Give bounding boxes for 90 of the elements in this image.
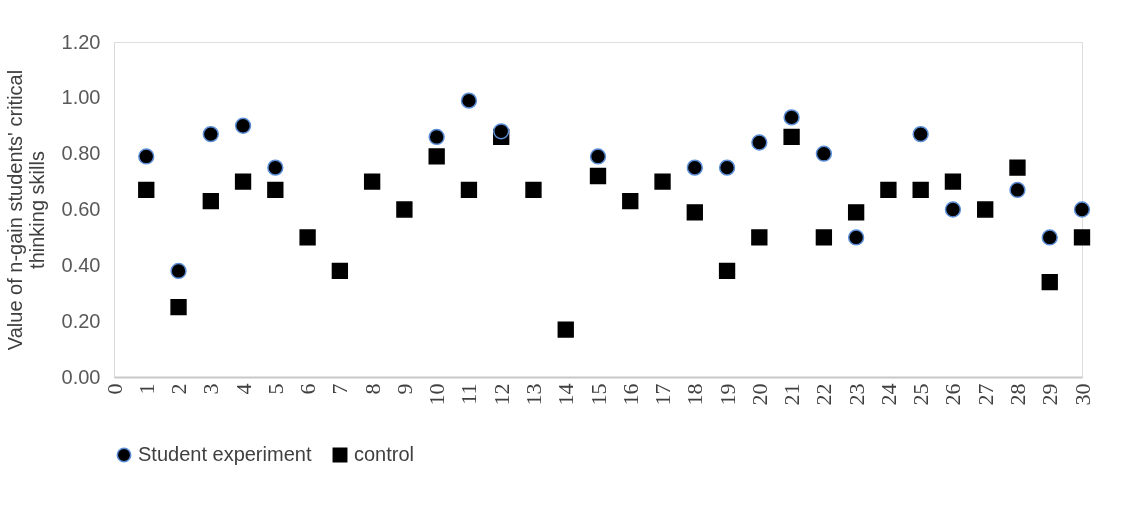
y-tick-label: 0.40 bbox=[61, 253, 101, 276]
point bbox=[428, 148, 445, 165]
point bbox=[460, 181, 478, 199]
point bbox=[686, 159, 703, 176]
x-tick-label: 7 bbox=[327, 383, 353, 395]
point bbox=[654, 173, 671, 190]
x-tick-label: 29 bbox=[1037, 383, 1063, 406]
y-tick-label: 0.20 bbox=[61, 309, 101, 332]
point bbox=[138, 181, 155, 199]
point bbox=[589, 148, 607, 165]
x-tick-label: 3 bbox=[198, 383, 224, 395]
point bbox=[202, 192, 219, 210]
point bbox=[783, 128, 800, 146]
point bbox=[686, 204, 703, 221]
point bbox=[589, 167, 607, 185]
x-tick-label: 18 bbox=[682, 383, 708, 406]
x-tick-label: 13 bbox=[520, 383, 546, 406]
point bbox=[751, 134, 768, 151]
x-tick-label: 10 bbox=[424, 383, 450, 406]
x-tick-label: 19 bbox=[714, 383, 740, 406]
point bbox=[299, 229, 316, 246]
y-tick-label: 1.20 bbox=[61, 30, 101, 53]
point bbox=[815, 229, 833, 246]
y-tick-label: 0.60 bbox=[61, 198, 101, 220]
point bbox=[1073, 229, 1091, 246]
point bbox=[202, 125, 219, 143]
point bbox=[331, 262, 349, 280]
point bbox=[525, 181, 542, 199]
point bbox=[622, 192, 639, 210]
y-tick-label: 0.00 bbox=[61, 365, 101, 388]
point bbox=[493, 123, 510, 140]
x-tick-label: 28 bbox=[1004, 383, 1030, 406]
x-tick-label: 4 bbox=[230, 383, 256, 395]
x-tick-label: 15 bbox=[585, 383, 611, 406]
point bbox=[944, 173, 962, 190]
point bbox=[267, 181, 284, 199]
point bbox=[363, 173, 381, 190]
point bbox=[783, 109, 800, 126]
x-tick-label: 16 bbox=[617, 383, 643, 406]
x-tick-label: 1 bbox=[133, 383, 159, 395]
point bbox=[170, 299, 187, 316]
x-tick-label: 0 bbox=[101, 383, 127, 395]
x-tick-label: 25 bbox=[908, 383, 934, 406]
point bbox=[170, 262, 187, 280]
point bbox=[460, 92, 478, 109]
point bbox=[912, 181, 929, 199]
x-tick-label: 22 bbox=[811, 383, 837, 406]
y-tick-label: 1.00 bbox=[61, 86, 101, 109]
x-tick-label: 24 bbox=[875, 383, 901, 406]
point bbox=[234, 173, 252, 190]
x-tick-label: 11 bbox=[456, 383, 482, 405]
point bbox=[751, 229, 768, 246]
point bbox=[1041, 273, 1058, 291]
point bbox=[977, 201, 994, 218]
point bbox=[557, 321, 574, 338]
point bbox=[267, 159, 284, 176]
x-tick-label: 2 bbox=[166, 383, 192, 395]
point bbox=[880, 181, 897, 199]
y-tick-label: 0.80 bbox=[61, 142, 101, 165]
x-tick-label: 20 bbox=[746, 383, 772, 406]
point bbox=[847, 204, 865, 221]
point bbox=[912, 125, 929, 143]
legend-label: control bbox=[354, 443, 415, 465]
point bbox=[718, 262, 736, 280]
point bbox=[847, 229, 865, 246]
point bbox=[815, 145, 833, 162]
point bbox=[1041, 229, 1058, 246]
x-tick-label: 26 bbox=[940, 383, 966, 406]
x-tick-label: 14 bbox=[553, 383, 579, 406]
point bbox=[396, 201, 413, 218]
point bbox=[1009, 181, 1026, 199]
legend-label: Student experiment bbox=[138, 443, 312, 465]
x-tick-label: 17 bbox=[650, 383, 676, 406]
x-tick-label: 21 bbox=[779, 383, 805, 406]
y-axis-title: Value of n-gain students' critical thinking skills bbox=[3, 69, 48, 351]
x-tick-label: 5 bbox=[262, 383, 288, 395]
point bbox=[1009, 159, 1026, 176]
x-tick-label: 12 bbox=[488, 383, 514, 406]
point bbox=[138, 148, 155, 165]
x-tick-label: 6 bbox=[295, 383, 321, 395]
point bbox=[718, 159, 736, 176]
point bbox=[944, 201, 962, 218]
x-tick-label: 27 bbox=[972, 383, 998, 406]
x-tick-label: 9 bbox=[391, 383, 417, 395]
point bbox=[428, 128, 445, 146]
x-tick-label: 8 bbox=[359, 383, 385, 395]
point bbox=[1073, 201, 1091, 218]
x-tick-label: 30 bbox=[1069, 383, 1095, 406]
x-tick-label: 23 bbox=[843, 383, 869, 406]
point bbox=[234, 117, 252, 134]
